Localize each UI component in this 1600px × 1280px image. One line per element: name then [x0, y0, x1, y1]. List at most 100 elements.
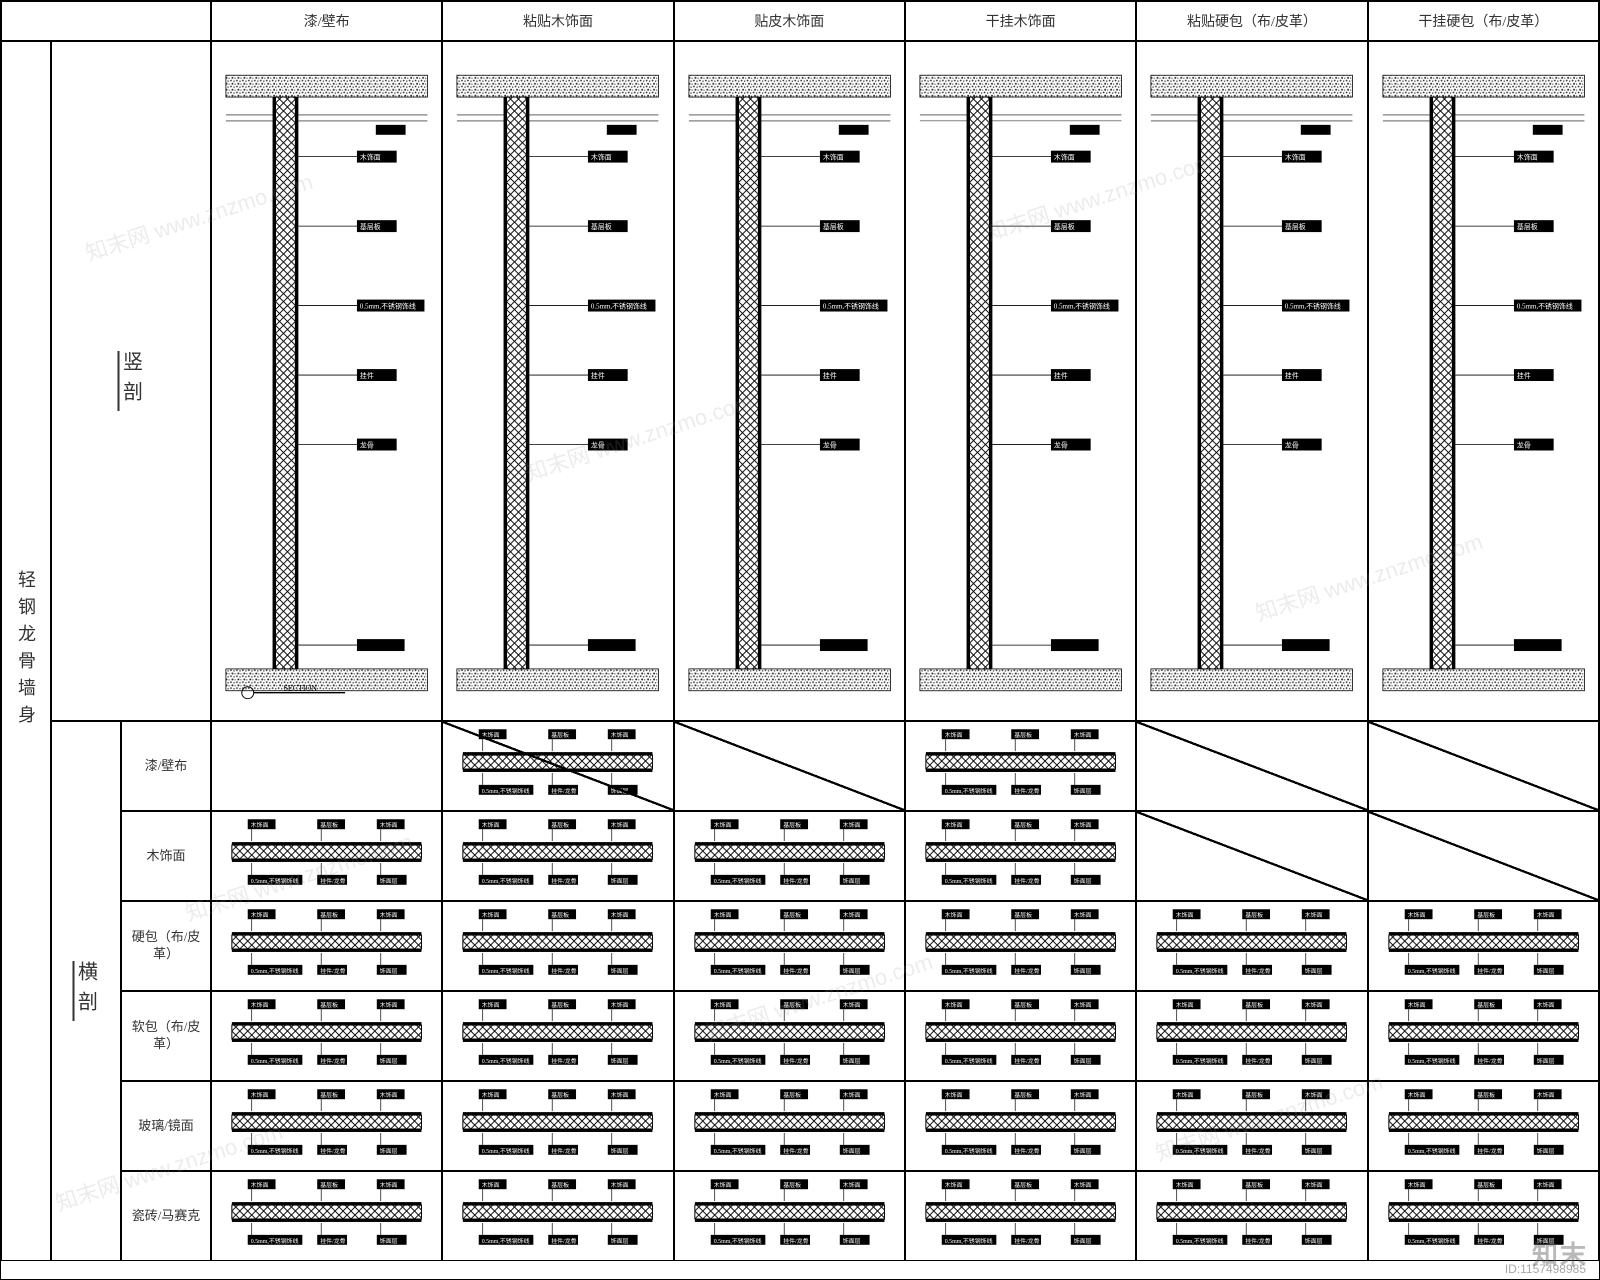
- svg-text:饰面层: 饰面层: [380, 967, 398, 975]
- svg-text:木饰面: 木饰面: [842, 1091, 860, 1099]
- svg-text:饰面层: 饰面层: [611, 967, 629, 975]
- svg-text:基层板: 基层板: [1517, 222, 1538, 231]
- svg-text:木饰面: 木饰面: [945, 1181, 963, 1189]
- svg-text:饰面层: 饰面层: [611, 787, 629, 795]
- col-header-5-text: 粘贴硬包（布/皮革）: [1187, 11, 1317, 31]
- col-header-5: 粘贴硬包（布/皮革）: [1136, 1, 1367, 41]
- col-header-2-text: 粘贴木饰面: [523, 11, 593, 31]
- svg-text:0.5mm,不锈钢饰线: 0.5mm,不锈钢饰线: [823, 302, 879, 311]
- svg-text:饰面层: 饰面层: [1536, 1057, 1554, 1065]
- svg-text:饰面层: 饰面层: [842, 1147, 860, 1155]
- svg-text:龙骨: 龙骨: [591, 441, 605, 450]
- hsec-4-3: 木饰面 基层板 木饰面 0.5mm,不锈钢饰线 挂件/龙骨 饰面层: [905, 1081, 1136, 1171]
- svg-text:木饰面: 木饰面: [945, 731, 963, 739]
- svg-text:木饰面: 木饰面: [1176, 911, 1194, 919]
- hsec-5-1: 木饰面 基层板 木饰面 0.5mm,不锈钢饰线 挂件/龙骨 饰面层: [442, 1171, 673, 1261]
- svg-text:挂件/龙骨: 挂件/龙骨: [1014, 877, 1039, 885]
- hsec-4-1: 木饰面 基层板 木饰面 0.5mm,不锈钢饰线 挂件/龙骨 饰面层: [442, 1081, 673, 1171]
- svg-text:饰面层: 饰面层: [611, 1057, 629, 1065]
- svg-text:0.5mm,不锈钢饰线: 0.5mm,不锈钢饰线: [1176, 1057, 1224, 1065]
- svg-text:木饰面: 木饰面: [611, 731, 629, 739]
- row-group-vertical-text: 竖剖: [117, 351, 146, 411]
- svg-text:基层板: 基层板: [1246, 1091, 1264, 1099]
- svg-text:挂件/龙骨: 挂件/龙骨: [783, 1237, 808, 1245]
- hsec-0-2: [674, 721, 905, 811]
- svg-text:0.5mm,不锈钢饰线: 0.5mm,不锈钢饰线: [1176, 1147, 1224, 1155]
- hsec-3-2: 木饰面 基层板 木饰面 0.5mm,不锈钢饰线 挂件/龙骨 饰面层: [674, 991, 905, 1081]
- hsec-2-4: 木饰面 基层板 木饰面 0.5mm,不锈钢饰线 挂件/龙骨 饰面层: [1136, 901, 1367, 991]
- hsec-3-1: 木饰面 基层板 木饰面 0.5mm,不锈钢饰线 挂件/龙骨 饰面层: [442, 991, 673, 1081]
- svg-text:木饰面: 木饰面: [360, 153, 381, 162]
- svg-text:木饰面: 木饰面: [1074, 1181, 1092, 1189]
- svg-text:木饰面: 木饰面: [842, 911, 860, 919]
- svg-text:木饰面: 木饰面: [945, 911, 963, 919]
- hsec-5-4: 木饰面 基层板 木饰面 0.5mm,不锈钢饰线 挂件/龙骨 饰面层: [1136, 1171, 1367, 1261]
- svg-text:木饰面: 木饰面: [1285, 153, 1306, 162]
- svg-text:饰面层: 饰面层: [611, 877, 629, 885]
- svg-text:基层板: 基层板: [783, 1091, 801, 1099]
- svg-text:基层板: 基层板: [783, 1001, 801, 1009]
- svg-text:0.5mm,不锈钢饰线: 0.5mm,不锈钢饰线: [482, 787, 530, 795]
- svg-text:木饰面: 木饰面: [945, 1001, 963, 1009]
- col-header-3-text: 贴皮木饰面: [754, 11, 824, 31]
- svg-text:0.5mm,不锈钢饰线: 0.5mm,不锈钢饰线: [1054, 302, 1110, 311]
- hrow-label-6-text: 瓷砖/马赛克: [132, 1208, 201, 1225]
- svg-text:0.5mm,不锈钢饰线: 0.5mm,不锈钢饰线: [1407, 1147, 1455, 1155]
- svg-text:基层板: 基层板: [360, 222, 381, 231]
- svg-text:0.5mm,不锈钢饰线: 0.5mm,不锈钢饰线: [482, 967, 530, 975]
- svg-text:挂件/龙骨: 挂件/龙骨: [1477, 967, 1502, 975]
- svg-text:木饰面: 木饰面: [482, 1181, 500, 1189]
- hrow-label-5-text: 玻璃/镜面: [138, 1118, 194, 1135]
- table-title-text: 轻钢龙骨墙身: [13, 570, 39, 732]
- svg-text:龙骨: 龙骨: [1285, 441, 1299, 450]
- svg-text:木饰面: 木饰面: [1054, 153, 1075, 162]
- svg-text:基层板: 基层板: [1014, 821, 1032, 829]
- hsec-3-0: 木饰面 基层板 木饰面 0.5mm,不锈钢饰线 挂件/龙骨 饰面层: [211, 991, 442, 1081]
- svg-text:木饰面: 木饰面: [1074, 1001, 1092, 1009]
- svg-text:木饰面: 木饰面: [945, 1091, 963, 1099]
- svg-text:木饰面: 木饰面: [251, 1001, 269, 1009]
- svg-text:基层板: 基层板: [823, 222, 844, 231]
- svg-text:木饰面: 木饰面: [1407, 911, 1425, 919]
- svg-text:挂件/龙骨: 挂件/龙骨: [1014, 1237, 1039, 1245]
- col-header-4: 干挂木饰面: [905, 1, 1136, 41]
- svg-text:龙骨: 龙骨: [823, 441, 837, 450]
- row-group-horizontal-text: 横剖: [72, 961, 101, 1021]
- svg-text:木饰面: 木饰面: [1074, 1091, 1092, 1099]
- svg-text:0.5mm,不锈钢饰线: 0.5mm,不锈钢饰线: [713, 967, 761, 975]
- svg-text:木饰面: 木饰面: [713, 1181, 731, 1189]
- svg-text:木饰面: 木饰面: [1305, 1091, 1323, 1099]
- svg-text:基层板: 基层板: [1246, 911, 1264, 919]
- drawing-matrix: 漆/壁布 粘贴木饰面 贴皮木饰面 干挂木饰面 粘贴硬包（布/皮革） 干挂硬包（布…: [0, 0, 1600, 1280]
- svg-text:饰面层: 饰面层: [1536, 1147, 1554, 1155]
- hsec-1-4: [1136, 811, 1367, 901]
- vsection-4: 木饰面 基层板 0.5mm,不锈钢饰线 挂件 龙骨: [905, 41, 1136, 721]
- hrow-label-3: 硬包（布/皮革）: [121, 901, 211, 991]
- svg-text:基层板: 基层板: [1014, 1001, 1032, 1009]
- col-header-2: 粘贴木饰面: [442, 1, 673, 41]
- svg-text:木饰面: 木饰面: [1176, 1001, 1194, 1009]
- svg-text:木饰面: 木饰面: [1407, 1181, 1425, 1189]
- svg-text:0.5mm,不锈钢饰线: 0.5mm,不锈钢饰线: [251, 1237, 299, 1245]
- svg-text:木饰面: 木饰面: [713, 911, 731, 919]
- svg-text:木饰面: 木饰面: [1536, 1001, 1554, 1009]
- svg-text:挂件/龙骨: 挂件/龙骨: [552, 877, 577, 885]
- svg-text:挂件/龙骨: 挂件/龙骨: [320, 967, 345, 975]
- svg-text:木饰面: 木饰面: [945, 821, 963, 829]
- hsec-2-2: 木饰面 基层板 木饰面 0.5mm,不锈钢饰线 挂件/龙骨 饰面层: [674, 901, 905, 991]
- svg-text:木饰面: 木饰面: [482, 1091, 500, 1099]
- svg-text:挂件/龙骨: 挂件/龙骨: [320, 1237, 345, 1245]
- svg-text:挂件/龙骨: 挂件/龙骨: [552, 967, 577, 975]
- svg-text:基层板: 基层板: [320, 1181, 338, 1189]
- svg-text:木饰面: 木饰面: [611, 821, 629, 829]
- svg-text:挂件/龙骨: 挂件/龙骨: [783, 1147, 808, 1155]
- svg-text:挂件/龙骨: 挂件/龙骨: [1477, 1237, 1502, 1245]
- svg-text:0.5mm,不锈钢饰线: 0.5mm,不锈钢饰线: [1517, 302, 1573, 311]
- svg-text:基层板: 基层板: [320, 821, 338, 829]
- svg-text:饰面层: 饰面层: [1536, 967, 1554, 975]
- svg-text:饰面层: 饰面层: [842, 1057, 860, 1065]
- svg-text:木饰面: 木饰面: [1536, 1091, 1554, 1099]
- row-group-vertical: 竖剖: [51, 41, 211, 721]
- svg-text:木饰面: 木饰面: [380, 911, 398, 919]
- svg-text:基层板: 基层板: [320, 911, 338, 919]
